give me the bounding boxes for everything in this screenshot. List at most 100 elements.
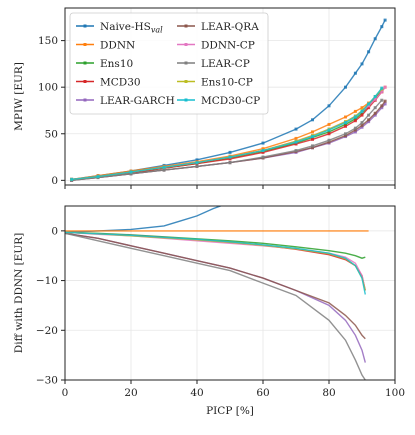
legend-label-text: LEAR-GARCH — [100, 95, 175, 107]
data-point — [261, 147, 265, 151]
legend-swatch-marker — [184, 98, 188, 102]
legend-swatch-marker — [184, 80, 188, 83]
legend-label-text: MCD30 — [100, 76, 141, 88]
data-point — [294, 149, 298, 153]
data-point — [311, 135, 314, 139]
data-point — [311, 146, 314, 150]
x-tick-label: 40 — [190, 387, 203, 399]
y-tick-label: 0 — [51, 175, 58, 187]
data-point — [344, 115, 347, 119]
y-tick-label: 150 — [38, 35, 58, 47]
legend-swatch-marker — [83, 61, 87, 65]
data-point — [367, 106, 371, 110]
data-point — [380, 104, 384, 108]
legend-swatch-marker — [83, 43, 87, 46]
chart-panel-mpiw: 0 50 100 150 MPIW [EUR] Naive-HSval DDNN Ens10 M… — [13, 7, 396, 189]
legend-item: DDNN — [76, 39, 135, 51]
data-point — [327, 140, 331, 144]
y-axis-label: MPIW [EUR] — [13, 62, 25, 131]
legend-label-text: MCD30-CP — [201, 95, 260, 107]
data-point — [360, 106, 364, 110]
data-point — [129, 172, 133, 176]
legend-item: Naive-HSval — [76, 21, 163, 35]
data-point — [294, 136, 298, 140]
series-line-mcd30 — [71, 91, 383, 181]
data-point — [367, 113, 371, 117]
legend-swatch-marker — [184, 43, 188, 46]
data-point — [311, 118, 314, 122]
data-point — [228, 150, 232, 154]
data-point — [327, 132, 331, 136]
data-point — [373, 106, 377, 110]
series-line-mcd30-cp — [71, 87, 383, 181]
data-point — [294, 142, 298, 146]
x-tick-label: 100 — [385, 387, 405, 399]
legend-label-text: Naive-HS — [100, 21, 151, 33]
legend-label-text: DDNN — [100, 39, 135, 51]
data-point — [261, 155, 265, 159]
axes-frame — [64, 205, 396, 381]
data-point — [294, 127, 298, 131]
legend-item: LEAR-QRA — [177, 21, 259, 33]
legend-label: Naive-HSval — [100, 21, 163, 35]
data-point — [360, 111, 364, 115]
y-tick-label: −20 — [36, 325, 58, 337]
series-line-lear-garch — [71, 103, 386, 181]
data-point — [261, 150, 265, 154]
data-point — [162, 168, 166, 172]
x-axis-label: PICP [%] — [206, 405, 254, 417]
data-point — [383, 99, 387, 103]
legend-label: Ens10 — [100, 58, 133, 70]
data-point — [344, 134, 347, 138]
series-line-lear-qra — [65, 232, 366, 340]
data-point — [380, 106, 384, 110]
legend-item: MCD30-CP — [177, 95, 260, 107]
data-point — [367, 50, 371, 54]
x-tick-label: 0 — [62, 387, 69, 399]
y-tick-label: −30 — [36, 375, 58, 387]
data-point — [373, 37, 377, 41]
data-point — [311, 130, 314, 134]
legend-label: DDNN-CP — [201, 39, 255, 51]
data-point — [380, 25, 384, 29]
data-point — [228, 155, 232, 159]
data-point — [195, 164, 199, 168]
data-point — [353, 115, 357, 119]
data-point — [367, 120, 371, 124]
legend-label: LEAR-GARCH — [100, 95, 175, 107]
data-point — [353, 71, 357, 75]
data-point — [360, 109, 364, 113]
legend-label-text: Ens10-CP — [201, 76, 253, 88]
legend-item: DDNN-CP — [177, 39, 255, 51]
series-line-ens10 — [65, 231, 366, 259]
data-point — [96, 175, 100, 179]
data-point — [353, 128, 357, 132]
legend-label-text: Ens10 — [100, 58, 133, 70]
data-point — [373, 113, 377, 117]
data-point — [344, 121, 347, 125]
axes-frame — [64, 7, 396, 186]
legend-swatch-marker — [83, 24, 87, 28]
data-point — [353, 109, 357, 113]
data-point — [195, 158, 199, 162]
y-tick-label: 50 — [45, 128, 58, 140]
data-point — [353, 119, 357, 123]
data-point — [311, 144, 314, 148]
chart-panel-diff: 0 20 40 60 80 100 0 −10 −20 −30 Diff with DDNN [EU… — [13, 205, 405, 417]
legend-label-text: LEAR-CP — [201, 58, 250, 70]
data-point — [367, 118, 371, 122]
legend-label: LEAR-QRA — [201, 21, 259, 33]
data-point — [367, 102, 371, 106]
series-line-naive-hs — [65, 206, 223, 233]
legend-label: Ens10-CP — [201, 76, 253, 88]
data-point — [70, 177, 74, 181]
data-point — [344, 85, 347, 89]
series-line-lear-cp — [65, 232, 366, 380]
data-point — [353, 130, 357, 134]
data-point — [344, 124, 347, 128]
legend-item: MCD30 — [76, 76, 141, 88]
legend-swatch-marker — [83, 98, 87, 102]
series-line-lear-cp — [71, 99, 383, 181]
data-point — [373, 111, 377, 115]
x-tick-label: 60 — [256, 387, 269, 399]
